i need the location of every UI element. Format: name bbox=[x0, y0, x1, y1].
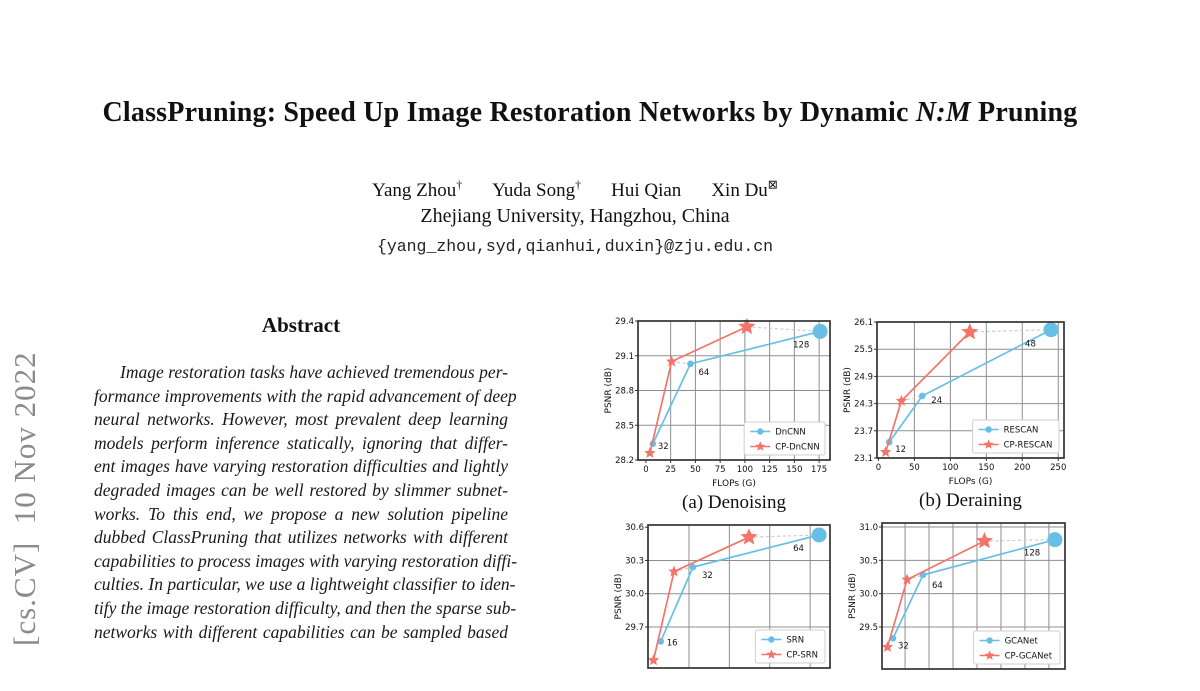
svg-text:150: 150 bbox=[786, 465, 802, 475]
svg-text:100: 100 bbox=[942, 463, 958, 473]
svg-text:64: 64 bbox=[698, 368, 709, 378]
abstract-line: degraded images can be well restored by … bbox=[94, 479, 508, 500]
svg-text:32: 32 bbox=[658, 442, 669, 452]
svg-text:24.9: 24.9 bbox=[854, 372, 873, 382]
affiliation: Zhejiang University, Hangzhou, China bbox=[420, 205, 730, 227]
authors-line: Yang Zhou† Yuda Song† Hui Qian Xin Du⊠ bbox=[0, 178, 1150, 202]
svg-text:29.4: 29.4 bbox=[615, 317, 634, 327]
svg-text:28.8: 28.8 bbox=[615, 387, 634, 397]
svg-text:26.1: 26.1 bbox=[854, 318, 873, 328]
svg-text:29.7: 29.7 bbox=[625, 623, 644, 633]
abstract-line: tify the image restoration difficulty, a… bbox=[94, 597, 517, 618]
svg-text:30.6: 30.6 bbox=[625, 523, 644, 533]
svg-text:31.0: 31.0 bbox=[859, 523, 878, 533]
author: Hui Qian bbox=[611, 180, 682, 202]
svg-text:SRN: SRN bbox=[786, 636, 804, 646]
svg-text:24: 24 bbox=[931, 396, 942, 406]
svg-text:32: 32 bbox=[702, 571, 713, 581]
svg-text:CP-SRN: CP-SRN bbox=[786, 651, 818, 661]
svg-text:(a) Denoising: (a) Denoising bbox=[682, 492, 786, 513]
svg-text:250: 250 bbox=[1050, 463, 1066, 473]
author: Yang Zhou† bbox=[372, 178, 463, 202]
svg-text:28.5: 28.5 bbox=[615, 421, 634, 431]
svg-text:PSNR (dB): PSNR (dB) bbox=[848, 573, 858, 619]
svg-text:25.5: 25.5 bbox=[854, 345, 873, 355]
abstract-line: works. To this end, we propose a new sol… bbox=[94, 503, 508, 524]
chart-srn: 16 32 64 29.7 30.0 30.3 30.6 PSNR (dB) SRN CP-SRN bbox=[614, 523, 831, 669]
svg-text:GCANet: GCANet bbox=[1005, 637, 1039, 647]
svg-text:23.1: 23.1 bbox=[854, 454, 873, 464]
abstract-line: models perform inference statically, ign… bbox=[94, 432, 508, 453]
svg-text:50: 50 bbox=[909, 463, 920, 473]
svg-text:FLOPs (G): FLOPs (G) bbox=[949, 477, 993, 487]
page-title: ClassPruning: Speed Up Image Restoration… bbox=[0, 97, 1180, 129]
svg-text:150: 150 bbox=[978, 463, 994, 473]
svg-text:PSNR (dB): PSNR (dB) bbox=[604, 368, 614, 414]
svg-text:RESCAN: RESCAN bbox=[1004, 426, 1039, 436]
svg-text:PSNR (dB): PSNR (dB) bbox=[843, 367, 853, 413]
author-sup: † bbox=[575, 178, 582, 192]
svg-text:48: 48 bbox=[1025, 340, 1036, 350]
abstract-line: capabilities to process images with vary… bbox=[94, 550, 518, 571]
svg-text:0: 0 bbox=[876, 463, 881, 473]
arxiv-stamp: [cs.CV] 10 Nov 2022 bbox=[7, 351, 42, 646]
svg-text:75: 75 bbox=[715, 465, 726, 475]
svg-text:PSNR (dB): PSNR (dB) bbox=[614, 574, 624, 620]
svg-text:23.7: 23.7 bbox=[854, 427, 873, 437]
svg-text:25: 25 bbox=[665, 465, 676, 475]
abstract-line: dubbed ClassPruning that utilizes networ… bbox=[94, 527, 508, 548]
abstract-heading: Abstract bbox=[261, 313, 341, 337]
chart-gcanet: 32 64 128 29.5 30.0 30.5 31.0 PSNR (dB) GCANet CP… bbox=[848, 522, 1066, 670]
title-emphasis: N:M bbox=[915, 97, 971, 128]
author: Xin Du⊠ bbox=[711, 178, 778, 202]
svg-text:30.3: 30.3 bbox=[625, 556, 644, 566]
svg-text:CP-RESCAN: CP-RESCAN bbox=[1004, 441, 1053, 451]
abstract-line: Image restoration tasks have achieved tr… bbox=[120, 362, 508, 382]
svg-text:DnCNN: DnCNN bbox=[775, 428, 806, 438]
title-suffix: Pruning bbox=[970, 97, 1078, 128]
svg-text:28.2: 28.2 bbox=[615, 456, 634, 466]
svg-text:175: 175 bbox=[811, 465, 827, 475]
svg-text:CP-GCANet: CP-GCANet bbox=[1005, 652, 1053, 662]
svg-text:100: 100 bbox=[737, 465, 753, 475]
abstract-line: neural networks. However, most prevalent… bbox=[94, 409, 508, 430]
paper-page: { "arxiv_stamp": {"text": "[cs.CV] 10 No… bbox=[0, 97, 1180, 670]
svg-text:64: 64 bbox=[932, 581, 943, 591]
svg-text:24.3: 24.3 bbox=[854, 400, 873, 410]
svg-text:128: 128 bbox=[793, 340, 809, 350]
svg-text:(b) Deraining: (b) Deraining bbox=[919, 490, 1022, 511]
chart-denoising: 32 64 128 0 25 50 75 100 125 150 175 28.2 28.5 28.8 29… bbox=[604, 317, 831, 513]
chart-deraining: 12 24 48 0 50 100 150 200 250 23.1 23.7 24.3 24.9 25.… bbox=[843, 318, 1066, 511]
svg-text:200: 200 bbox=[1014, 463, 1030, 473]
title-prefix: ClassPruning: Speed Up Image Restoration… bbox=[102, 97, 916, 128]
abstract-line: formance improvements with the rapid adv… bbox=[94, 385, 517, 406]
svg-text:50: 50 bbox=[690, 465, 701, 475]
svg-text:30.5: 30.5 bbox=[859, 556, 878, 566]
abstract-line: culties. In particular, we use a lightwe… bbox=[94, 574, 516, 595]
svg-text:128: 128 bbox=[1024, 549, 1040, 559]
svg-text:12: 12 bbox=[895, 445, 906, 455]
author-sup: † bbox=[456, 178, 463, 192]
email: {yang_zhou,syd,qianhui,duxin}@zju.edu.cn bbox=[376, 237, 774, 256]
svg-text:125: 125 bbox=[762, 465, 778, 475]
svg-text:64: 64 bbox=[793, 544, 804, 554]
abstract-text: Image restoration tasks have achieved tr… bbox=[94, 361, 518, 644]
svg-text:0: 0 bbox=[643, 465, 648, 475]
svg-text:30.0: 30.0 bbox=[625, 590, 644, 600]
svg-text:FLOPs (G): FLOPs (G) bbox=[712, 479, 756, 489]
abstract-line: networks with different capabilities can… bbox=[94, 621, 508, 642]
author: Yuda Song† bbox=[492, 178, 582, 202]
author-sup: ⊠ bbox=[767, 178, 778, 192]
svg-text:30.0: 30.0 bbox=[859, 590, 878, 600]
svg-text:32: 32 bbox=[898, 641, 909, 651]
svg-text:CP-DnCNN: CP-DnCNN bbox=[775, 443, 820, 453]
abstract-line: ent images have varying restoration diff… bbox=[94, 456, 508, 477]
svg-text:16: 16 bbox=[667, 638, 678, 648]
svg-text:29.1: 29.1 bbox=[615, 352, 634, 362]
svg-text:29.5: 29.5 bbox=[859, 623, 878, 633]
